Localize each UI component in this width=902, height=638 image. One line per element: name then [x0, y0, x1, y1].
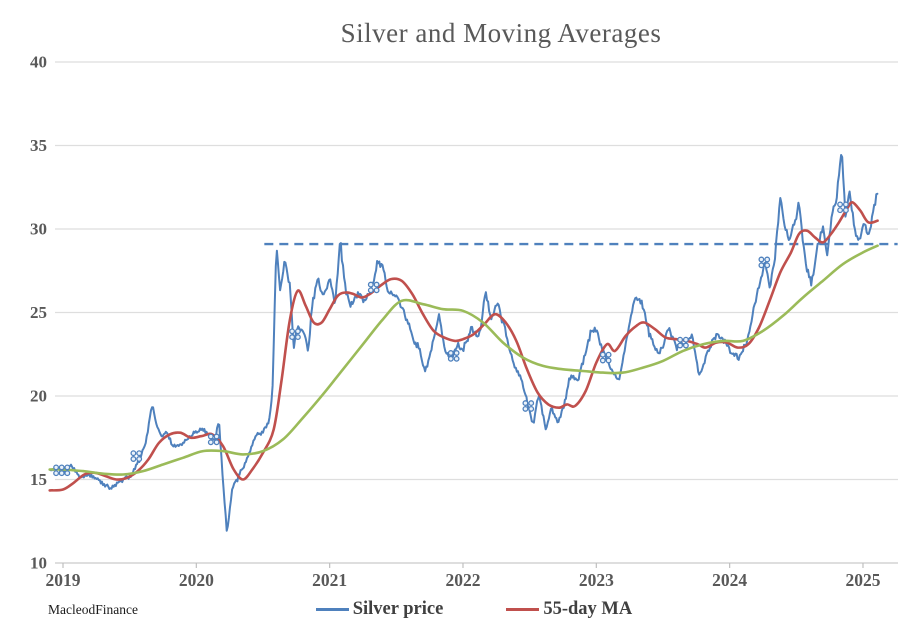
- event-marker-cluster: [447, 350, 460, 362]
- event-marker-circle: [522, 400, 529, 407]
- y-tick-label: 30: [30, 220, 47, 239]
- x-tick-label: 2023: [579, 570, 614, 590]
- event-marker-circle: [677, 342, 684, 349]
- event-marker-circle: [58, 464, 65, 471]
- event-marker-circle: [764, 256, 771, 263]
- y-tick-label: 20: [30, 387, 47, 406]
- series-line-silver-price: [48, 154, 879, 532]
- y-tick-label: 10: [30, 554, 47, 573]
- event-marker-circle: [453, 355, 460, 362]
- event-marker-circle: [837, 207, 844, 214]
- series-line-55-day-ma: [48, 201, 879, 492]
- event-marker-cluster: [758, 256, 771, 269]
- event-marker-cluster: [599, 351, 612, 364]
- x-tick-label: 2021: [312, 570, 347, 590]
- x-tick-label: 2019: [46, 570, 81, 590]
- legend-swatch-55-day-ma: [506, 607, 540, 612]
- event-marker-circle: [447, 355, 454, 362]
- event-marker-circle: [842, 207, 849, 214]
- y-tick-label: 15: [30, 470, 47, 489]
- y-tick-label: 40: [30, 53, 47, 72]
- event-marker-circle: [136, 450, 143, 457]
- event-marker-cluster: [522, 400, 535, 412]
- legend-item-55-day-ma: 55-day MA: [506, 599, 632, 620]
- legend-swatch-silver-price: [315, 607, 349, 612]
- y-tick-label: 35: [30, 136, 47, 155]
- event-marker-circle: [53, 464, 60, 471]
- event-marker-circle: [758, 256, 765, 263]
- event-marker-cluster: [677, 336, 689, 349]
- event-marker-circle: [367, 287, 374, 294]
- event-marker-circle: [373, 281, 380, 288]
- event-marker-circle: [136, 456, 143, 462]
- event-marker-cluster: [367, 281, 380, 294]
- event-marker-circle: [294, 334, 301, 341]
- event-marker-circle: [605, 351, 612, 358]
- event-marker-circle: [207, 439, 214, 446]
- legend-label-55-day-ma: 55-day MA: [543, 599, 633, 619]
- watermark-text: MacleodFinance: [48, 602, 138, 617]
- event-marker-circle: [53, 470, 60, 477]
- event-marker-circle: [605, 357, 612, 364]
- event-marker-cluster: [130, 450, 143, 462]
- event-marker-circle: [64, 470, 71, 477]
- x-tick-label: 2020: [179, 570, 214, 590]
- event-marker-circle: [213, 433, 220, 440]
- event-marker-circle: [682, 342, 689, 349]
- event-marker-circle: [522, 405, 529, 412]
- event-marker-circle: [677, 336, 684, 343]
- event-marker-circle: [58, 470, 65, 477]
- x-tick-label: 2022: [445, 570, 480, 590]
- event-marker-circle: [447, 350, 454, 356]
- event-marker-circle: [289, 334, 296, 341]
- event-marker-circle: [453, 350, 460, 356]
- event-marker-circle: [758, 262, 765, 269]
- event-marker-circle: [682, 336, 689, 343]
- x-tick-label: 2025: [845, 570, 880, 590]
- event-marker-circle: [289, 328, 296, 335]
- event-marker-circle: [130, 450, 137, 457]
- event-marker-circle: [837, 201, 844, 208]
- legend-label-silver-price: Silver price: [352, 599, 444, 619]
- event-marker-cluster: [837, 201, 849, 214]
- event-marker-circle: [367, 281, 374, 288]
- event-marker-circle: [599, 357, 606, 364]
- series-line-long-ma: [48, 244, 879, 476]
- event-marker-circle: [528, 400, 535, 407]
- event-marker-circle: [294, 328, 301, 335]
- event-marker-cluster: [207, 433, 220, 446]
- event-marker-circle: [599, 351, 606, 358]
- event-marker-circle: [64, 464, 71, 471]
- y-tick-label: 25: [30, 303, 47, 322]
- chart-title: Silver and Moving Averages: [340, 18, 662, 48]
- event-marker-circle: [842, 201, 849, 208]
- legend-item-silver-price: Silver price: [315, 599, 444, 620]
- event-marker-circle: [213, 439, 220, 446]
- event-marker-circle: [130, 456, 137, 462]
- event-marker-circle: [528, 405, 535, 412]
- event-marker-cluster: [53, 464, 71, 477]
- event-marker-circle: [207, 433, 214, 440]
- event-marker-circle: [764, 262, 771, 269]
- event-marker-cluster: [289, 328, 301, 341]
- event-marker-circle: [373, 287, 380, 294]
- chart-legend: Silver price 55-day MA: [0, 599, 902, 620]
- x-tick-label: 2024: [712, 570, 747, 590]
